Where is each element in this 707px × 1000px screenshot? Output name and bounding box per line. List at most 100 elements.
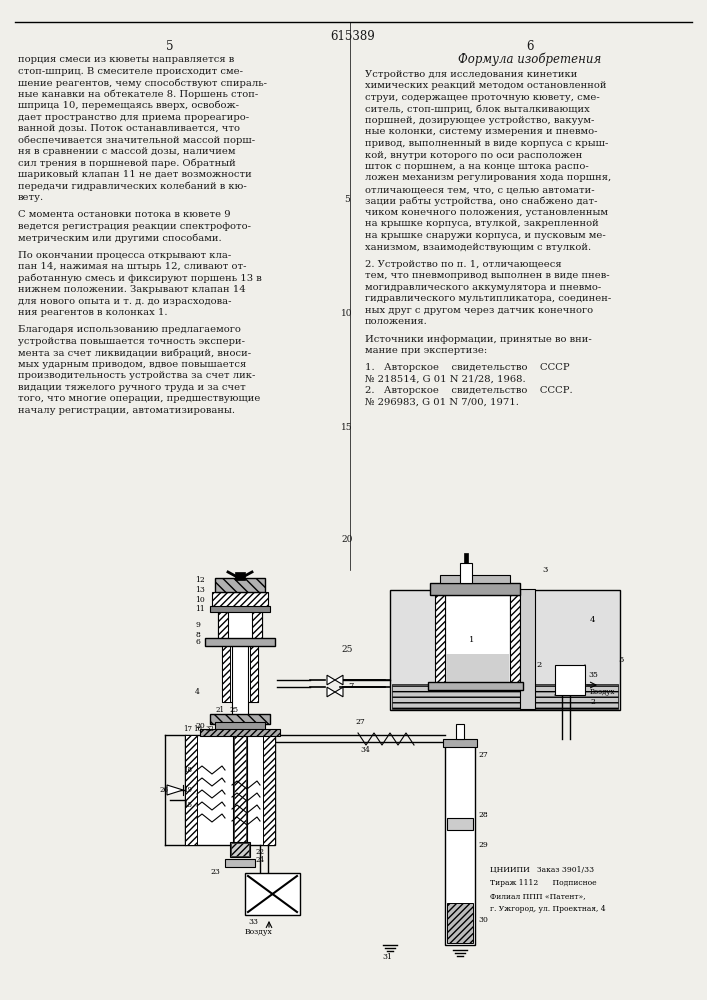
Text: 11: 11 (195, 605, 205, 613)
Text: дает пространство для приема прореагиро-: дает пространство для приема прореагиро- (18, 112, 249, 121)
Text: № 296983, G 01 N 7/00, 1971.: № 296983, G 01 N 7/00, 1971. (365, 398, 519, 407)
Text: 18: 18 (183, 766, 192, 774)
Text: 10: 10 (341, 310, 353, 318)
Text: мента за счет ликвидации вибраций, вноси-: мента за счет ликвидации вибраций, вноси… (18, 348, 251, 358)
Text: 615389: 615389 (331, 30, 375, 43)
Text: 31: 31 (382, 953, 392, 961)
Text: шприца 10, перемещаясь вверх, освобож-: шприца 10, перемещаясь вверх, освобож- (18, 101, 239, 110)
Text: ных друг с другом через датчик конечного: ных друг с другом через датчик конечного (365, 306, 593, 315)
Text: зации рабты устройства, оно снабжено дат-: зации рабты устройства, оно снабжено дат… (365, 196, 597, 206)
Text: 21: 21 (215, 706, 224, 714)
Text: на крышке снаружи корпуса, и пусковым ме-: на крышке снаружи корпуса, и пусковым ме… (365, 231, 606, 240)
Text: 15: 15 (341, 424, 353, 432)
Text: 10: 10 (195, 596, 205, 604)
Text: 23: 23 (210, 868, 220, 876)
Bar (252, 610, 262, 642)
Bar (212, 592, 268, 607)
Text: 34: 34 (360, 746, 370, 754)
Text: мых ударным приводом, вдвое повышается: мых ударным приводом, вдвое повышается (18, 360, 246, 369)
Text: 2.   Авторское    свидетельство    СССР.: 2. Авторское свидетельство СССР. (365, 386, 573, 395)
Polygon shape (335, 675, 343, 685)
Text: для нового опыта и т. д. до израсходова-: для нового опыта и т. д. до израсходова- (18, 296, 231, 306)
Text: ложен механизм регулирования хода поршня,: ложен механизм регулирования хода поршня… (365, 174, 612, 182)
Bar (250, 645, 258, 702)
Text: 26: 26 (160, 786, 169, 794)
Text: По окончании процесса открывают кла-: По окончании процесса открывают кла- (18, 250, 231, 259)
Bar (443, 739, 477, 747)
Text: стоп-шприц. В смесителе происходит сме-: стоп-шприц. В смесителе происходит сме- (18, 66, 243, 76)
Text: химических реакций методом остановленной: химических реакций методом остановленной (365, 82, 607, 91)
Text: нижнем положении. Закрывают клапан 14: нижнем положении. Закрывают клапан 14 (18, 285, 246, 294)
Bar (210, 714, 270, 724)
Text: шток с поршнем, а на конце штока распо-: шток с поршнем, а на конце штока распо- (365, 162, 589, 171)
Text: Воздух: Воздух (244, 928, 272, 936)
Text: 1: 1 (469, 636, 474, 644)
Text: 4: 4 (590, 616, 595, 624)
Text: 20: 20 (341, 536, 353, 544)
Text: 33: 33 (248, 918, 258, 926)
Text: 5: 5 (344, 196, 350, 205)
Bar (230, 842, 250, 857)
Text: вету.: вету. (18, 193, 44, 202)
Text: 17: 17 (183, 725, 192, 733)
Bar (210, 606, 270, 612)
Text: Тираж 1112      Подписное: Тираж 1112 Подписное (490, 879, 597, 887)
Text: на крышке корпуса, втулкой, закрепленной: на крышке корпуса, втулкой, закрепленной (365, 220, 599, 229)
Bar (447, 818, 473, 830)
Text: 16: 16 (193, 725, 202, 733)
Bar (460, 563, 472, 583)
Text: 13: 13 (195, 586, 205, 594)
Bar (218, 610, 262, 642)
Text: 32: 32 (205, 725, 214, 733)
Text: мание при экспертизе:: мание при экспертизе: (365, 346, 487, 355)
Bar (445, 745, 475, 945)
Text: 19: 19 (183, 786, 192, 794)
Text: ханизмом, взаимодействующим с втулкой.: ханизмом, взаимодействующим с втулкой. (365, 242, 591, 251)
Text: работанную смесь и фиксируют поршень 13 в: работанную смесь и фиксируют поршень 13 … (18, 273, 262, 283)
Bar (435, 595, 445, 685)
Text: производительность устройства за счет лик-: производительность устройства за счет ли… (18, 371, 255, 380)
Text: устройства повышается точность экспери-: устройства повышается точность экспери- (18, 337, 245, 346)
Text: 7: 7 (348, 682, 354, 690)
Text: поршней, дозирующее устройство, вакуум-: поршней, дозирующее устройство, вакуум- (365, 116, 595, 125)
Text: 22: 22 (256, 848, 265, 856)
Text: передачи гидравлических колебаний в кю-: передачи гидравлических колебаний в кю- (18, 182, 247, 191)
Text: ванной дозы. Поток останавливается, что: ванной дозы. Поток останавливается, что (18, 124, 240, 133)
Bar (235, 572, 245, 580)
Text: 2: 2 (590, 698, 595, 706)
Text: 4: 4 (195, 688, 200, 696)
Text: ведется регистрация реакции спектрофото-: ведется регистрация реакции спектрофото- (18, 222, 251, 231)
Bar (428, 682, 523, 690)
Text: 5: 5 (166, 40, 174, 53)
Text: пан 14, нажимая на штырь 12, сливают от-: пан 14, нажимая на штырь 12, сливают от- (18, 262, 247, 271)
Text: ня в сравнении с массой дозы, наличием: ня в сравнении с массой дозы, наличием (18, 147, 235, 156)
Text: 15: 15 (183, 801, 192, 809)
Text: порция смеси из кюветы направляется в: порция смеси из кюветы направляется в (18, 55, 234, 64)
Polygon shape (167, 785, 183, 795)
Text: 27: 27 (478, 751, 488, 759)
Text: № 218514, G 01 N 21/28, 1968.: № 218514, G 01 N 21/28, 1968. (365, 375, 525, 384)
Text: метрическим или другими способами.: метрическим или другими способами. (18, 233, 221, 243)
Text: Филиал ППП «Патент»,: Филиал ППП «Патент», (490, 892, 585, 900)
Bar (231, 843, 249, 856)
Polygon shape (335, 687, 343, 697)
Text: Благодаря использованию предлагаемого: Благодаря использованию предлагаемого (18, 325, 241, 334)
Text: гидравлического мультипликатора, соединен-: гидравлического мультипликатора, соедине… (365, 294, 612, 303)
Text: г. Ужгород, ул. Проектная, 4: г. Ужгород, ул. Проектная, 4 (490, 905, 606, 913)
Bar (225, 859, 255, 867)
Text: 1.   Авторское    свидетельство    СССР: 1. Авторское свидетельство СССР (365, 363, 570, 372)
Text: обеспечивается значительной массой порш-: обеспечивается значительной массой порш- (18, 135, 255, 145)
Text: 29: 29 (478, 841, 488, 849)
Text: 25: 25 (341, 646, 353, 654)
Text: струи, содержащее проточную кювету, сме-: струи, содержащее проточную кювету, сме- (365, 93, 600, 102)
Text: 25: 25 (230, 706, 239, 714)
Bar (234, 731, 246, 844)
Text: ные канавки на обтекателе 8. Поршень стоп-: ные канавки на обтекателе 8. Поршень сто… (18, 90, 258, 99)
Text: С момента остановки потока в кювете 9: С момента остановки потока в кювете 9 (18, 210, 230, 219)
Bar (185, 735, 197, 845)
Bar (430, 583, 520, 595)
Text: того, что многие операции, предшествующие: того, что многие операции, предшествующи… (18, 394, 260, 403)
Bar (464, 553, 468, 563)
Polygon shape (327, 675, 335, 685)
Bar (263, 735, 275, 845)
